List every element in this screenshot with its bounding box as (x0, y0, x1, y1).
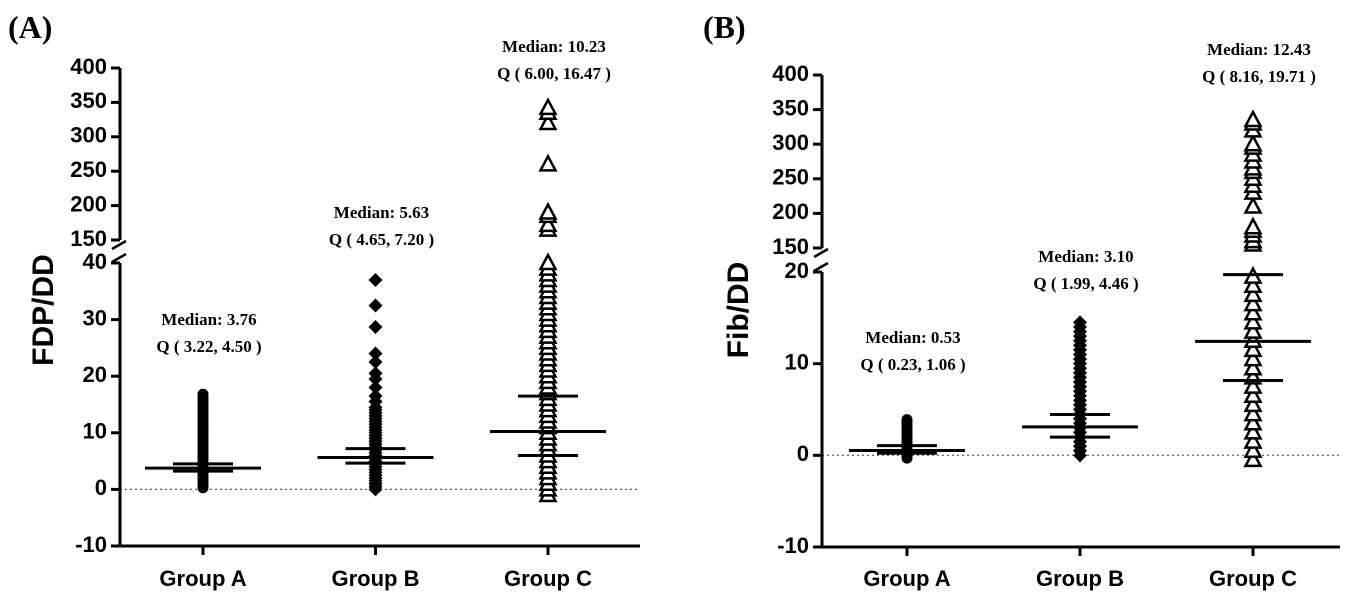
y-tick-label: 40 (83, 249, 107, 274)
point (368, 355, 383, 370)
median-annotation: Median: 3.10 (1038, 247, 1133, 266)
axis-break (111, 239, 127, 251)
y-tick-label: 200 (772, 199, 809, 224)
axis-break (813, 261, 829, 273)
x-tick-label: Group A (159, 566, 246, 591)
y-tick-label: 10 (785, 349, 809, 374)
point (1243, 339, 1263, 358)
quartile-annotation: Q ( 1.99, 4.46 ) (1033, 274, 1138, 293)
point (1243, 293, 1263, 312)
point (1243, 412, 1263, 431)
y-tick-label: 400 (772, 61, 809, 86)
x-tick-label: Group A (863, 566, 950, 591)
y-tick-label: 150 (772, 234, 809, 259)
y-tick-label: 30 (83, 305, 107, 330)
y-tick-label: 200 (70, 191, 107, 216)
point (368, 319, 383, 334)
quartile-annotation: Q ( 8.16, 19.71 ) (1202, 67, 1316, 86)
x-tick-label: Group C (504, 566, 592, 591)
quartile-annotation: Q ( 3.22, 4.50 ) (156, 337, 261, 356)
point (1243, 430, 1263, 449)
y-tick-label: 300 (70, 123, 107, 148)
point (1243, 330, 1263, 348)
quartile-annotation: Q ( 6.00, 16.47 ) (497, 64, 611, 83)
point (368, 366, 383, 381)
point (368, 346, 383, 361)
point (1243, 348, 1263, 367)
median-annotation: Median: 0.53 (865, 328, 960, 347)
y-tick-label: 150 (70, 226, 107, 251)
point (368, 298, 383, 313)
point (538, 201, 558, 220)
y-tick-label: 250 (772, 165, 809, 190)
point (1243, 216, 1263, 235)
y-axis-label: FDP/DD (27, 254, 60, 366)
point (197, 388, 209, 400)
point (1243, 133, 1263, 152)
y-tick-label: 350 (772, 95, 809, 120)
point (538, 214, 558, 233)
x-tick-label: Group C (1209, 566, 1297, 591)
point (1243, 195, 1263, 214)
point (368, 389, 383, 404)
y-axis-label: Fib/DD (722, 262, 755, 359)
panel-label: (A) (8, 9, 52, 45)
point (1243, 311, 1263, 330)
y-tick-label: 20 (83, 362, 107, 387)
x-tick-label: Group B (332, 566, 420, 591)
point (1243, 109, 1263, 128)
point (538, 153, 558, 172)
y-tick-label: -10 (777, 533, 809, 558)
point (1243, 375, 1263, 394)
y-tick-label: 10 (83, 419, 107, 444)
panel-label: (B) (703, 9, 746, 45)
point (538, 97, 558, 116)
median-annotation: Median: 3.76 (161, 310, 256, 329)
axis-break (111, 252, 127, 264)
point (1243, 302, 1263, 321)
median-annotation: Median: 12.43 (1207, 40, 1311, 59)
point (368, 380, 383, 395)
point (1243, 403, 1263, 422)
point (901, 414, 913, 426)
point (1243, 440, 1263, 458)
point (1243, 421, 1263, 440)
y-tick-label: 400 (70, 54, 107, 79)
y-tick-label: 250 (70, 157, 107, 182)
y-tick-label: 0 (797, 441, 809, 466)
point (1243, 275, 1263, 293)
point (1243, 449, 1263, 468)
y-tick-label: 0 (95, 475, 107, 500)
point (1243, 394, 1263, 413)
point (1243, 357, 1263, 376)
median-annotation: Median: 5.63 (334, 203, 429, 222)
point (538, 112, 558, 131)
median-annotation: Median: 10.23 (502, 37, 606, 56)
point (538, 252, 558, 271)
quartile-annotation: Q ( 0.23, 1.06 ) (860, 355, 965, 374)
axis-break (813, 247, 829, 259)
quartile-annotation: Q ( 4.65, 7.20 ) (329, 230, 434, 249)
y-tick-label: 350 (70, 88, 107, 113)
point (1243, 320, 1263, 339)
y-tick-label: -10 (75, 532, 107, 557)
y-tick-label: 20 (785, 258, 809, 283)
x-tick-label: Group B (1036, 566, 1124, 591)
y-tick-label: 300 (772, 130, 809, 155)
point (1073, 315, 1087, 330)
point (1243, 385, 1263, 403)
point (1243, 284, 1263, 303)
point (368, 272, 383, 287)
